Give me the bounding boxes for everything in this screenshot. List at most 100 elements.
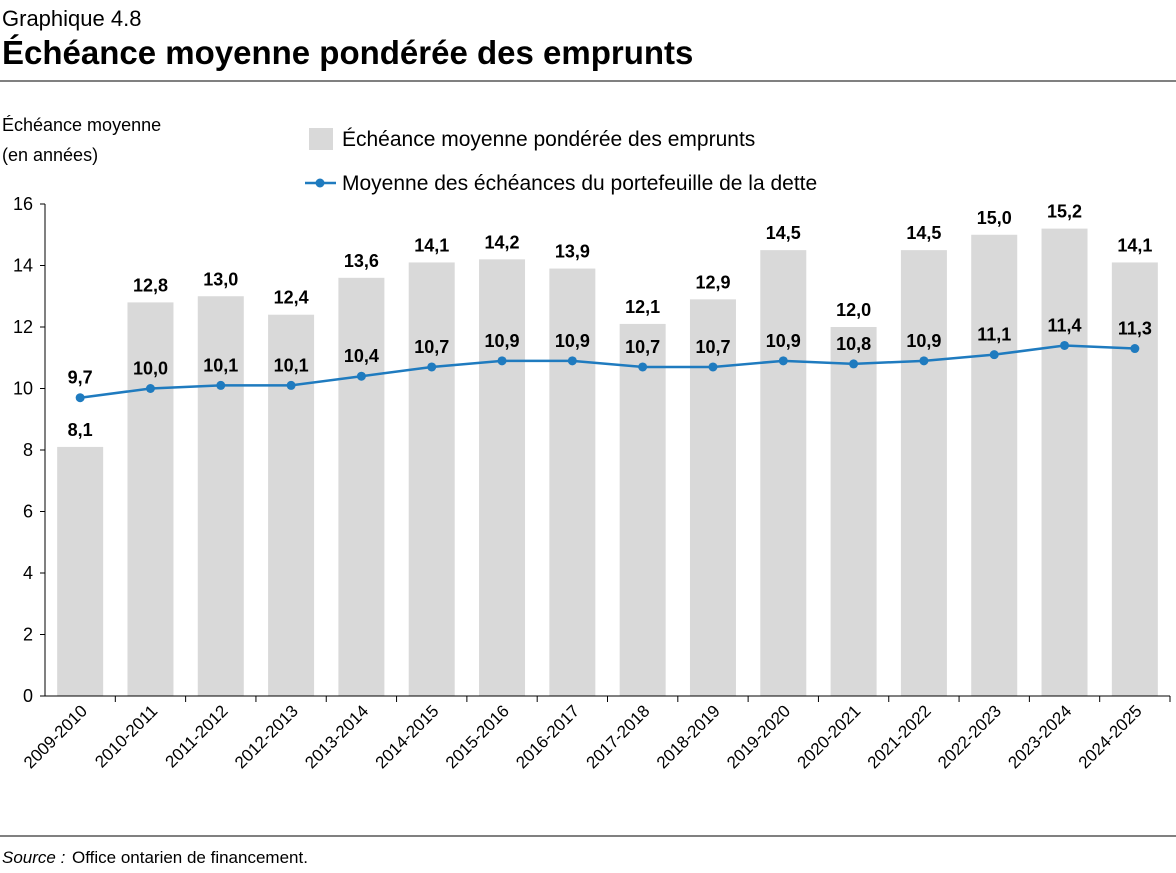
bar-value-label: 13,6 <box>344 251 379 271</box>
line-point <box>145 384 155 393</box>
source-label: Source : <box>2 848 66 867</box>
bar <box>1111 262 1158 696</box>
bar-value-label: 12,4 <box>274 288 309 308</box>
line-point <box>75 393 85 403</box>
bar-value-label: 14,1 <box>414 235 449 255</box>
bar <box>971 234 1018 696</box>
x-tick-label: 2011-2012 <box>162 701 232 771</box>
line-value-label: 10,8 <box>836 334 871 354</box>
line-value-label: 10,9 <box>766 331 801 351</box>
legend-swatch <box>309 128 333 150</box>
bar <box>1041 228 1088 696</box>
y-tick-label: 0 <box>23 686 33 706</box>
bar <box>549 268 596 696</box>
bar <box>900 250 947 696</box>
line-value-label: 10,9 <box>555 331 590 351</box>
line-point <box>216 380 226 390</box>
bar <box>408 262 455 696</box>
y-tick-label: 10 <box>13 379 33 399</box>
bar-value-label: 12,1 <box>625 297 660 317</box>
y-tick-label: 16 <box>13 194 33 214</box>
bar <box>830 327 877 696</box>
bar-value-label: 12,9 <box>695 272 730 292</box>
x-tick-label: 2017-2018 <box>583 701 654 772</box>
bar-value-label: 12,8 <box>133 275 168 295</box>
bar-value-label: 15,2 <box>1047 202 1082 222</box>
bar-value-label: 14,1 <box>1117 235 1152 255</box>
x-tick-label: 2018-2019 <box>653 701 724 772</box>
line-point <box>708 362 718 372</box>
line-value-label: 10,0 <box>133 359 168 379</box>
line-value-label: 11,4 <box>1048 315 1082 335</box>
bar-value-label: 15,0 <box>977 208 1012 228</box>
bar <box>57 446 104 696</box>
line-point <box>427 362 437 372</box>
line-value-label: 10,9 <box>906 331 941 351</box>
y-tick-label: 12 <box>13 317 33 337</box>
line-value-label: 10,7 <box>695 337 730 357</box>
line-value-label: 11,1 <box>977 325 1011 345</box>
x-tick-label: 2021-2022 <box>864 701 935 772</box>
line-point <box>1130 344 1140 354</box>
line-point <box>778 356 788 366</box>
line-value-label: 9,7 <box>68 368 93 388</box>
line-point <box>286 380 296 390</box>
bar-value-label: 13,9 <box>555 242 590 262</box>
bar <box>127 302 174 696</box>
x-tick-label: 2009-2010 <box>20 701 91 772</box>
x-tick-label: 2015-2016 <box>442 701 513 772</box>
line-point <box>919 356 929 366</box>
y-tick-label: 2 <box>23 625 33 645</box>
x-tick-label: 2022-2023 <box>934 701 1005 772</box>
line-value-label: 10,9 <box>485 331 520 351</box>
line-point <box>356 371 366 381</box>
bar-value-label: 8,1 <box>68 420 93 440</box>
x-tick-label: 2019-2020 <box>723 701 794 772</box>
x-tick-label: 2012-2013 <box>231 701 302 772</box>
y-axis-label: Échéance moyenne <box>2 115 161 135</box>
x-tick-label: 2023-2024 <box>1004 701 1075 772</box>
y-tick-label: 14 <box>13 256 33 276</box>
bar-value-label: 14,5 <box>766 223 801 243</box>
bar-value-label: 14,2 <box>485 232 520 252</box>
line-value-label: 10,4 <box>344 346 379 366</box>
legend-swatch <box>315 178 325 188</box>
y-axis-label: (en années) <box>2 145 98 165</box>
bar <box>268 314 315 696</box>
legend-label: Échéance moyenne pondérée des emprunts <box>342 128 755 151</box>
bar <box>479 259 526 696</box>
x-tick-label: 2013-2014 <box>301 701 372 772</box>
bar-value-label: 12,0 <box>836 300 871 320</box>
chart-supertitle: Graphique 4.8 <box>2 6 141 31</box>
bar <box>619 323 666 696</box>
bar <box>197 296 244 696</box>
line-point <box>849 359 859 369</box>
line-point <box>567 356 577 366</box>
x-tick-label: 2016-2017 <box>512 701 583 772</box>
legend-label: Moyenne des échéances du portefeuille de… <box>342 172 817 195</box>
line-point <box>989 350 999 360</box>
y-tick-label: 6 <box>23 502 33 522</box>
line-value-label: 10,7 <box>625 337 660 357</box>
x-tick-label: 2010-2011 <box>91 701 161 771</box>
x-tick-label: 2014-2015 <box>372 701 443 772</box>
x-tick-label: 2024-2025 <box>1075 701 1146 772</box>
bar-value-label: 14,5 <box>906 223 941 243</box>
bar-value-label: 13,0 <box>203 269 238 289</box>
line-point <box>638 362 648 372</box>
line <box>79 344 1135 399</box>
line-value-label: 10,7 <box>414 337 449 357</box>
bar <box>689 299 736 696</box>
line-point <box>1060 340 1070 350</box>
line-value-label: 10,1 <box>203 355 238 375</box>
line-point <box>497 356 507 366</box>
y-tick-label: 4 <box>23 563 33 583</box>
bar <box>760 250 807 696</box>
line-value-label: 10,1 <box>274 355 309 375</box>
x-tick-label: 2020-2021 <box>793 701 864 772</box>
line-value-label: 11,3 <box>1118 319 1152 339</box>
y-tick-label: 8 <box>23 440 33 460</box>
bar <box>338 277 385 696</box>
source-text: Office ontarien de financement. <box>72 848 308 867</box>
